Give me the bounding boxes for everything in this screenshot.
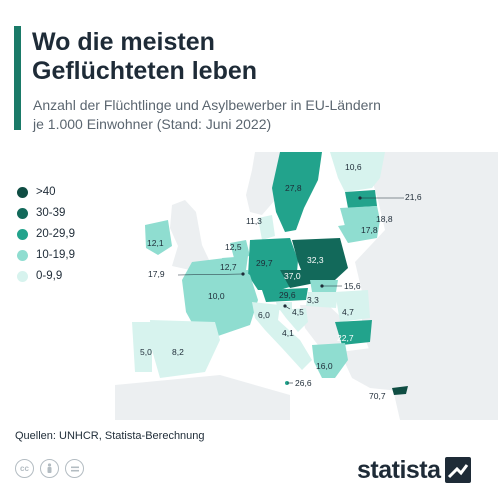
value-slovakia: 15,6 xyxy=(344,281,361,291)
country-romania xyxy=(335,290,370,322)
chart-title: Wo die meisten Geflüchteten leben xyxy=(32,28,452,86)
value-greece: 16,0 xyxy=(316,361,333,371)
value-sweden: 27,8 xyxy=(285,183,302,193)
value-estonia: 21,6 xyxy=(405,192,422,202)
subtitle-line-1: Anzahl der Flüchtlinge und Asylbewerber … xyxy=(33,97,381,113)
value-poland: 32,3 xyxy=(307,255,324,265)
legend-label: 30-39 xyxy=(36,207,66,219)
value-bulgaria: 22,7 xyxy=(337,333,354,343)
nd-icon[interactable] xyxy=(65,459,84,478)
legend-item: 10-19,9 xyxy=(17,247,75,263)
country-poland xyxy=(292,238,348,280)
value-malta: 26,6 xyxy=(295,378,312,388)
title-line-2: Geflüchteten leben xyxy=(32,57,258,85)
legend-swatch xyxy=(17,186,28,198)
country-austria xyxy=(262,288,308,302)
legend-swatch xyxy=(17,270,28,282)
legend-label: 10-19,9 xyxy=(36,249,76,261)
legend-label: 20-29,9 xyxy=(36,228,76,240)
legend-swatch xyxy=(17,207,28,219)
statista-logo[interactable]: statista xyxy=(357,455,471,485)
value-portugal: 5,0 xyxy=(140,347,152,357)
country-spain xyxy=(150,320,220,378)
legend-item: >40 xyxy=(17,184,56,200)
value-netherlands: 12,5 xyxy=(225,242,242,252)
sources-text: Quellen: UNHCR, Statista-Berechnung xyxy=(15,430,205,442)
country-portugal xyxy=(132,322,152,372)
country-ireland xyxy=(145,220,172,255)
value-slovenia: 4,5 xyxy=(292,307,304,317)
europe-map: 10,6 27,8 21,6 18,8 17,8 11,3 12,1 12,5 … xyxy=(115,152,498,420)
legend-item: 30-39 xyxy=(17,205,65,221)
leader-luxembourg xyxy=(177,273,243,276)
dot-slovakia xyxy=(320,284,324,288)
value-denmark: 11,3 xyxy=(246,216,262,226)
value-finland: 10,6 xyxy=(345,162,362,172)
logo-mark-icon xyxy=(444,457,471,483)
license-icons: cc xyxy=(15,459,84,478)
value-luxembourg: 17,9 xyxy=(148,269,165,279)
value-belgium: 12,7 xyxy=(220,262,237,272)
legend-label: >40 xyxy=(36,186,56,198)
by-icon[interactable] xyxy=(40,459,59,478)
value-ireland: 12,1 xyxy=(147,238,164,248)
value-latvia: 18,8 xyxy=(376,214,393,224)
legend-label: 0-9,9 xyxy=(36,270,63,282)
legend-swatch xyxy=(17,249,28,261)
chart-subtitle: Anzahl der Flüchtlinge und Asylbewerber … xyxy=(33,96,473,134)
legend-item: 0-9,9 xyxy=(17,268,62,284)
cc-icon[interactable]: cc xyxy=(15,459,34,478)
land-northafrica xyxy=(115,375,290,420)
value-lithuania: 17,8 xyxy=(361,225,378,235)
subtitle-line-2: je 1.000 Einwohner (Stand: Juni 2022) xyxy=(33,116,272,132)
accent-bar xyxy=(14,26,21,130)
country-greece xyxy=(312,343,348,378)
dot-slovenia xyxy=(283,304,287,308)
country-cyprus xyxy=(392,386,408,395)
country-lithuania xyxy=(338,220,380,243)
value-france: 10,0 xyxy=(208,291,225,301)
country-latvia xyxy=(340,206,380,226)
land-turkey xyxy=(340,345,440,392)
value-austria: 29,6 xyxy=(279,290,296,300)
country-denmark xyxy=(258,215,275,240)
country-bulgaria xyxy=(335,320,372,345)
value-hungary: 3,3 xyxy=(307,295,319,305)
dot-luxembourg xyxy=(241,272,245,276)
land-uk xyxy=(170,200,210,270)
value-spain: 8,2 xyxy=(172,347,184,357)
legend-swatch xyxy=(17,228,28,240)
value-romania: 4,7 xyxy=(342,307,354,317)
country-croatia xyxy=(280,308,308,332)
legend-item: 20-29,9 xyxy=(17,226,75,242)
value-germany: 29,7 xyxy=(256,258,273,268)
value-croatia: 4,1 xyxy=(282,328,294,338)
value-cyprus: 70,7 xyxy=(369,391,386,401)
country-finland xyxy=(330,152,385,192)
country-sweden xyxy=(272,152,322,232)
value-czechia: 37,0 xyxy=(284,271,301,281)
country-netherlands xyxy=(230,240,250,258)
country-france xyxy=(182,258,258,336)
title-line-1: Wo die meisten xyxy=(32,28,215,56)
logo-text: statista xyxy=(357,455,441,484)
country-italy xyxy=(252,302,312,370)
value-italy: 6,0 xyxy=(258,310,270,320)
country-hungary xyxy=(306,292,338,308)
country-czechia xyxy=(280,270,315,288)
dot-estonia xyxy=(358,196,362,200)
